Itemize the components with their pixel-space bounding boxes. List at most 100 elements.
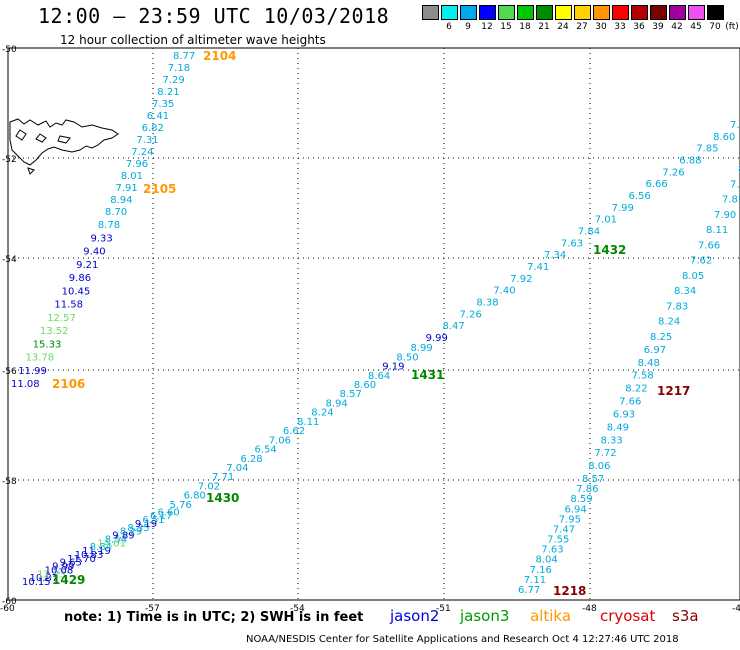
- color-scale-label: 6: [446, 22, 452, 32]
- color-swatch: [460, 5, 477, 20]
- wave-height-value: 8.21: [157, 87, 179, 98]
- wave-height-value: 7.11: [524, 575, 546, 586]
- wave-height-value: 6.77: [518, 585, 540, 596]
- wave-height-value: 8.24: [658, 317, 680, 328]
- wave-height-value: 6.28: [240, 454, 262, 465]
- wave-height-value: 8.29: [120, 527, 142, 538]
- wave-height-value: 8.99: [411, 343, 433, 354]
- wave-height-value: 7.63: [561, 238, 583, 249]
- color-scale-label: 27: [576, 22, 588, 32]
- wave-height-value: 7.66: [698, 240, 720, 251]
- wave-height-value: 6.54: [255, 445, 277, 456]
- wave-height-value: 10.15: [22, 577, 51, 588]
- color-scale-label: 30: [595, 22, 607, 32]
- legend-jason2: jason2: [390, 607, 440, 625]
- wave-height-value: 8.64: [368, 371, 390, 382]
- wave-height-value: 7.72: [594, 448, 616, 459]
- legend-cryosat: cryosat: [600, 607, 656, 625]
- wave-height-value: 8.33: [601, 435, 623, 446]
- wave-height-value: 10.45: [62, 286, 91, 297]
- wave-height-value: 7.92: [510, 274, 532, 285]
- wave-height-value: 8.01: [121, 171, 143, 182]
- wave-height-value: 8.60: [713, 132, 735, 143]
- color-swatch: [536, 5, 553, 20]
- wave-height-value: 7.63: [541, 545, 563, 556]
- wave-height-value: 7.24: [131, 147, 153, 158]
- lon-tick-label: -57: [145, 604, 160, 614]
- wave-height-value: 13.78: [26, 353, 55, 364]
- color-swatch: [422, 5, 439, 20]
- wave-height-value: 7.55: [547, 535, 569, 546]
- color-scale-label: 21: [538, 22, 550, 32]
- color-swatch: [555, 5, 572, 20]
- wave-height-value: 7.58: [632, 371, 654, 382]
- wave-height-value: 6.51: [142, 515, 164, 526]
- color-swatch: [669, 5, 686, 20]
- wave-height-value: 7.06: [269, 435, 291, 446]
- wave-height-value: 11.58: [54, 300, 83, 311]
- color-swatch: [498, 5, 515, 20]
- wave-height-value: 7.85: [696, 144, 718, 155]
- wave-height-value: 8.48: [638, 358, 660, 369]
- wave-height-value: 15.33: [33, 339, 62, 350]
- footnote: note: 1) Time is in UTC; 2) SWH is in fe…: [64, 610, 364, 625]
- pass-label: 1432: [593, 243, 626, 257]
- wave-height-value: 8.35: [127, 523, 149, 534]
- wave-height-value: 8.24: [311, 408, 333, 419]
- wave-height-value: 11.70: [67, 554, 96, 565]
- wave-height-value: 7.02: [198, 481, 220, 492]
- wave-height-value: 9.99: [52, 562, 74, 573]
- wave-height-value: 9.63: [60, 558, 82, 569]
- longitude-labels: -60 -57 -54 -51 -48 -45: [0, 604, 740, 614]
- wave-height-value: 8.05: [682, 271, 704, 282]
- legend-s3a: s3a: [672, 607, 699, 625]
- credit-line: NOAA/NESDIS Center for Satellite Applica…: [246, 634, 679, 645]
- wave-height-value: 8.94: [326, 399, 348, 410]
- wave-height-value: 8.57: [340, 389, 362, 400]
- wave-height-value: 6.66: [646, 179, 668, 190]
- wave-height-value: 7.31: [136, 135, 158, 146]
- wave-height-value: 8.47: [443, 321, 465, 332]
- color-swatch: [650, 5, 667, 20]
- lat-tick-label: -60: [2, 597, 17, 607]
- lat-tick-label: -54: [2, 255, 17, 265]
- wave-height-value: 14.01: [97, 538, 126, 549]
- color-swatch: [441, 5, 458, 20]
- wave-height-value: 8.25: [650, 332, 672, 343]
- wave-height-value: 7.3: [730, 179, 740, 190]
- color-scale-label: 15: [500, 22, 512, 32]
- wave-height-value: 9.99: [426, 333, 448, 344]
- pass-label: 1217: [657, 384, 690, 398]
- wave-height-value: 8.60: [354, 380, 376, 391]
- wave-height-value: 5.76: [170, 500, 192, 511]
- wave-height-value: 6.80: [184, 491, 206, 502]
- wave-height-value: 6.82: [142, 123, 164, 134]
- map-subtitle: 12 hour collection of altimeter wave hei…: [60, 33, 326, 47]
- wave-height-value: 7.26: [662, 167, 684, 178]
- legend-altika: altika: [530, 607, 572, 625]
- wave-height-value: 7.86: [576, 484, 598, 495]
- wave-height-value: 7.96: [126, 159, 148, 170]
- map-frame: [7, 47, 740, 601]
- color-swatch: [517, 5, 534, 20]
- wave-height-value: 8.0: [738, 164, 740, 175]
- falkland-islands-coastline: [9, 118, 119, 175]
- wave-height-value: 9.19: [382, 362, 404, 373]
- wave-height-value: 9.19: [135, 519, 157, 530]
- wave-height-value: 7.04: [226, 463, 248, 474]
- wave-height-value: 9.40: [83, 247, 105, 258]
- wave-height-value: 8.94: [110, 195, 132, 206]
- wave-height-value: 8.11: [706, 225, 728, 236]
- lat-tick-label: -58: [2, 477, 17, 487]
- wave-height-value: 8.84: [90, 542, 112, 553]
- color-swatch: [479, 5, 496, 20]
- wave-height-value: 6.93: [613, 410, 635, 421]
- wave-height-value: 6.88: [679, 156, 701, 167]
- lon-tick-label: -51: [436, 604, 451, 614]
- wave-height-value: 7.94: [730, 120, 740, 131]
- wave-height-value: 9.86: [69, 273, 91, 284]
- color-swatch: [631, 5, 648, 20]
- wave-height-value: 9.89: [112, 531, 134, 542]
- color-scale-label: 42: [671, 22, 683, 32]
